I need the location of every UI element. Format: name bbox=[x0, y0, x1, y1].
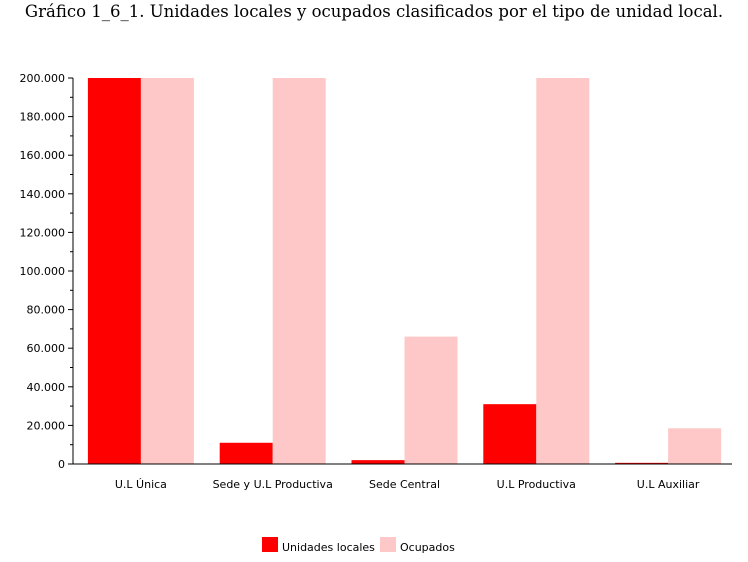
axes bbox=[68, 77, 732, 465]
legend-label: Unidades locales bbox=[282, 541, 375, 554]
x-category-label: U.L Única bbox=[115, 478, 167, 491]
legend: Unidades locales Ocupados bbox=[262, 537, 455, 554]
legend-label: Ocupados bbox=[400, 541, 455, 554]
y-tick-label: 40.000 bbox=[27, 381, 66, 394]
y-tick-label: 180.000 bbox=[20, 111, 66, 124]
chart-title: Gráfico 1_6_1. Unidades locales y ocupad… bbox=[24, 2, 724, 21]
bar-ocupados bbox=[536, 78, 590, 464]
legend-swatch bbox=[380, 537, 396, 552]
y-tick-label: 120.000 bbox=[20, 226, 66, 239]
y-tick-label: 60.000 bbox=[27, 342, 66, 355]
bar-unidades-locales bbox=[219, 442, 273, 464]
y-tick-label: 100.000 bbox=[20, 265, 66, 278]
y-tick-label: 0 bbox=[58, 458, 65, 471]
axis-labels: 0 20.000 40.000 60.000 80.000 100.000 120.000 1… bbox=[20, 72, 700, 491]
bar-unidades-locales bbox=[483, 404, 537, 464]
bar-ocupados bbox=[140, 78, 194, 464]
y-tick-label: 80.000 bbox=[27, 304, 66, 317]
y-tick-label: 140.000 bbox=[20, 188, 66, 201]
bars bbox=[87, 78, 722, 464]
x-category-label: U.L Productiva bbox=[497, 478, 576, 491]
bar-unidades-locales bbox=[351, 460, 405, 464]
bar-ocupados bbox=[668, 428, 722, 464]
y-tick-label: 160.000 bbox=[20, 149, 66, 162]
legend-swatch bbox=[262, 537, 278, 552]
bar-unidades-locales bbox=[87, 78, 141, 464]
bar-unidades-locales bbox=[615, 462, 669, 464]
bar-ocupados bbox=[272, 78, 326, 464]
y-tick-label: 20.000 bbox=[27, 419, 66, 432]
x-category-label: Sede y U.L Productiva bbox=[213, 478, 333, 491]
x-category-label: Sede Central bbox=[369, 478, 440, 491]
y-tick-label: 200.000 bbox=[20, 72, 66, 85]
x-category-label: U.L Auxiliar bbox=[637, 478, 700, 491]
bar-ocupados bbox=[404, 336, 458, 464]
